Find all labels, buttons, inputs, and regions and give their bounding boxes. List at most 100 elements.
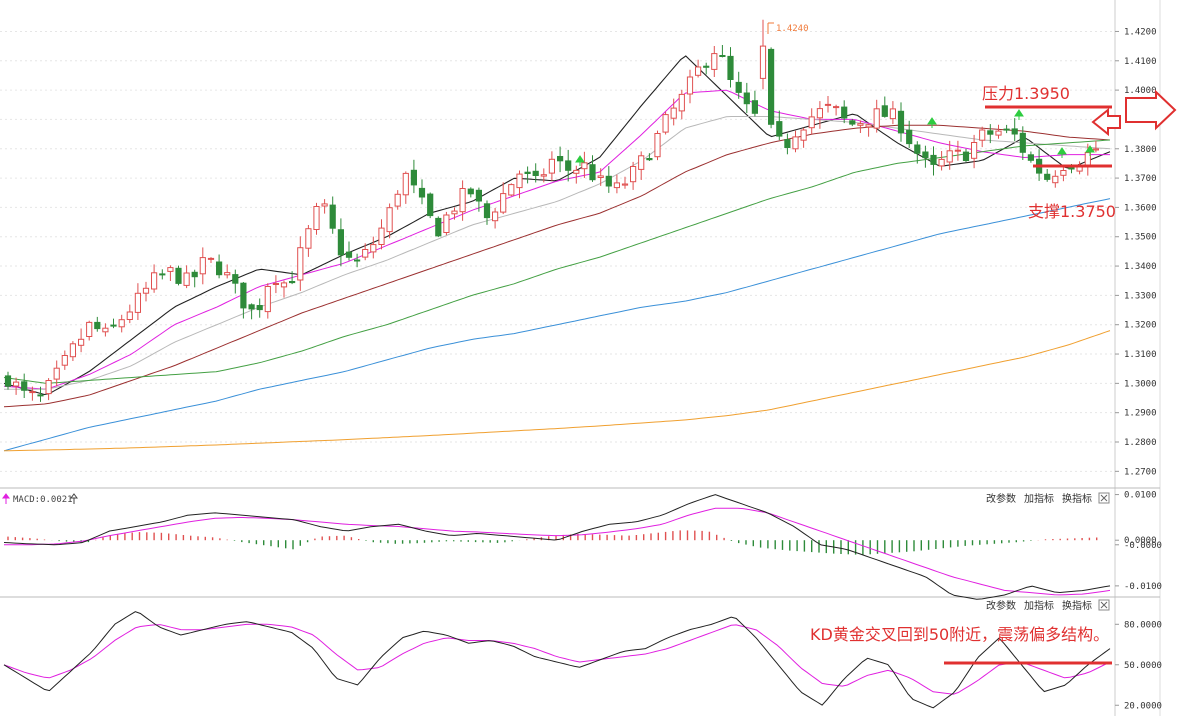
signal-arrow-icon	[1057, 147, 1067, 158]
candlestick	[946, 140, 953, 170]
kd-k-line	[3, 611, 1111, 709]
candlestick	[378, 219, 385, 250]
candlestick	[272, 275, 279, 294]
ma-line	[3, 198, 1111, 452]
candlestick	[987, 124, 994, 144]
y-tick-label: 1.3500	[1124, 233, 1157, 243]
support-annotation: 支撑1.3750	[1028, 164, 1116, 221]
candlestick	[889, 101, 896, 125]
candlestick	[824, 96, 832, 113]
candlestick	[751, 90, 758, 117]
change-params-button[interactable]: 改参数	[986, 599, 1016, 612]
candlestick	[654, 130, 661, 161]
candlestick	[930, 146, 937, 176]
candlestick	[516, 170, 523, 199]
y-tick-label: 1.2800	[1124, 438, 1157, 448]
signal-arrow-icon	[1014, 109, 1024, 120]
candlestick	[897, 102, 905, 142]
y-tick-label: 1.2700	[1124, 467, 1157, 477]
macd-legend-label: MACD:0.0021	[13, 495, 73, 505]
kd-lines	[3, 611, 1111, 709]
candlestick	[776, 110, 783, 141]
macd-toolbar: 改参数 加指标 换指标	[986, 492, 1110, 505]
y-tick-label: 80.0000	[1124, 620, 1162, 630]
candlestick	[175, 265, 182, 286]
candlestick	[524, 166, 531, 184]
macd-legend-arrow-icon	[70, 493, 78, 504]
candlestick	[459, 180, 466, 221]
candlestick	[321, 199, 328, 214]
y-tick-label: -0.0100	[1124, 582, 1162, 592]
candlestick	[727, 47, 734, 88]
candlestick	[354, 253, 361, 268]
candlestick	[573, 165, 580, 184]
candlestick	[443, 211, 450, 236]
candlestick	[402, 171, 409, 204]
candlestick	[500, 182, 507, 215]
candlestick	[719, 45, 726, 58]
y-tick-label: 1.3700	[1124, 174, 1157, 184]
candlestick	[670, 98, 677, 126]
price-y-axis: 1.42001.41001.40001.39001.38001.37001.36…	[1115, 27, 1157, 477]
macd-lines	[3, 494, 1111, 600]
add-indicator-button[interactable]: 加指标	[1024, 599, 1054, 612]
candlestick	[621, 176, 629, 189]
signal-arrow-icon	[1085, 145, 1095, 156]
candlestick	[540, 168, 547, 183]
candlestick	[768, 47, 775, 129]
candlestick	[857, 120, 864, 133]
candlestick	[191, 269, 198, 288]
candlestick	[151, 264, 158, 293]
candlestick	[630, 161, 637, 190]
y-tick-label: -0.0000	[1124, 541, 1162, 551]
candlestick	[1052, 170, 1059, 188]
candlestick	[881, 96, 888, 118]
macd-dea-line	[4, 507, 1111, 596]
right-arrow-icon	[1125, 89, 1177, 131]
candlestick	[264, 283, 271, 319]
candlestick	[548, 151, 555, 181]
candlestick	[110, 318, 117, 329]
y-tick-label: 1.4000	[1124, 86, 1157, 96]
candlestick	[1019, 126, 1026, 160]
candlestick	[759, 19, 767, 90]
candlestick	[808, 108, 815, 135]
candlestick	[841, 100, 848, 124]
candlestick	[954, 140, 961, 161]
close-icon[interactable]	[1098, 599, 1110, 611]
resistance-annotation: 压力1.3950	[982, 84, 1112, 109]
kd-annotation: KD黄金交叉回到50附近，震荡偏多结构。	[810, 625, 1112, 665]
candlestick	[126, 304, 133, 324]
candlestick	[29, 386, 36, 401]
candlestick	[922, 145, 929, 168]
candlestick	[345, 241, 353, 261]
candlestick	[94, 316, 101, 332]
y-tick-label: 50.0000	[1124, 661, 1162, 671]
candlestick	[134, 283, 142, 320]
moving-average-lines	[3, 55, 1111, 452]
candlestick	[289, 271, 296, 285]
candlestick	[61, 350, 68, 370]
candlestick	[979, 126, 986, 148]
candlestick	[565, 149, 572, 182]
candlestick	[102, 323, 109, 337]
add-indicator-button[interactable]: 加指标	[1024, 492, 1054, 505]
switch-indicator-button[interactable]: 换指标	[1062, 492, 1092, 505]
candlestick	[873, 99, 880, 133]
candlestick	[1092, 140, 1100, 153]
candlestick	[557, 146, 564, 173]
change-params-button[interactable]: 改参数	[986, 492, 1016, 505]
y-tick-label: 0.0100	[1124, 491, 1157, 501]
ma-line	[3, 330, 1111, 452]
candlestick	[792, 130, 799, 153]
kd-toolbar: 改参数 加指标 换指标	[986, 599, 1110, 612]
macd-dif-line	[3, 494, 1111, 600]
candlestick	[475, 187, 482, 212]
candlestick	[216, 254, 223, 279]
close-icon[interactable]	[1098, 492, 1110, 504]
candlestick	[370, 236, 377, 259]
switch-indicator-button[interactable]: 换指标	[1062, 599, 1092, 612]
candlestick	[743, 82, 750, 113]
candlestick	[865, 123, 872, 137]
candlestick	[297, 236, 304, 291]
